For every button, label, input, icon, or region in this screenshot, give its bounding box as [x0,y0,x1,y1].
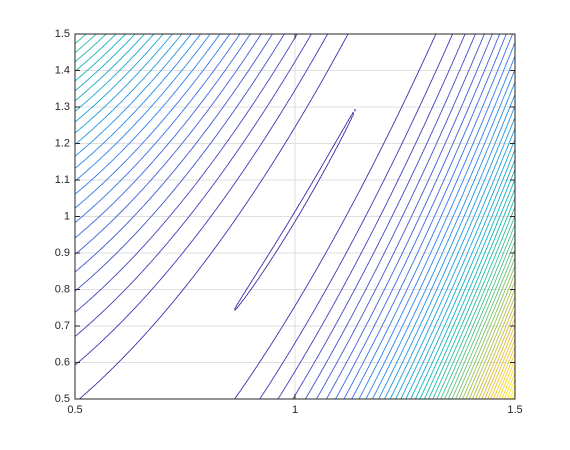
contours [75,34,515,399]
y-tick-label: 1.3 [55,101,70,113]
contour-line [451,249,515,399]
contour-line [498,359,515,399]
y-tick-label: 1.1 [55,174,70,186]
y-tick-label: 0.5 [55,393,70,405]
x-tick-label: 1.5 [507,404,522,416]
contour-line [458,265,515,399]
contour-line [75,34,513,399]
y-tick-label: 1 [64,210,70,222]
contour-line [493,346,515,399]
contour-line [468,288,515,399]
contour-line [471,296,515,399]
contour-line [75,34,515,399]
contour-line [75,34,515,399]
contour-line [465,281,515,399]
contour-line [455,257,515,399]
x-tick-label: 0.5 [67,404,82,416]
contour-line [75,34,515,399]
contour-line [495,352,515,399]
contour-line [75,34,515,399]
y-tick-label: 1.5 [55,28,70,40]
contour-line [75,34,515,399]
contour-line [475,303,515,399]
contour-line [503,372,515,399]
y-tick-label: 1.2 [55,137,70,149]
contour-line [75,34,466,399]
y-tick-label: 1.4 [55,64,70,76]
contour-line [79,34,437,399]
contour-line [75,34,454,399]
contour-line [481,318,515,399]
x-tick-label: 1 [292,404,298,416]
axes: 0.5 1 1.5 0.5 0.6 0.7 0.8 0.9 1 1.1 1.2 1.3 1.4 1.5 [55,28,523,416]
contour-line [447,241,515,399]
contour-line [501,366,515,399]
contour-line [75,34,485,399]
contour-line [487,332,515,399]
contour-line [75,34,507,399]
y-tick-label: 0.7 [55,320,70,332]
y-tick-label: 0.6 [55,356,70,368]
contour-line [75,34,515,399]
contour-line [511,391,515,399]
contour-line [506,379,515,399]
contour-line [75,34,515,399]
y-tick-label: 0.9 [55,247,70,259]
y-tick-label: 0.8 [55,283,70,295]
contour-line [234,108,356,311]
contour-line [75,34,515,399]
contour-line [509,385,515,399]
contour-line [75,34,515,399]
